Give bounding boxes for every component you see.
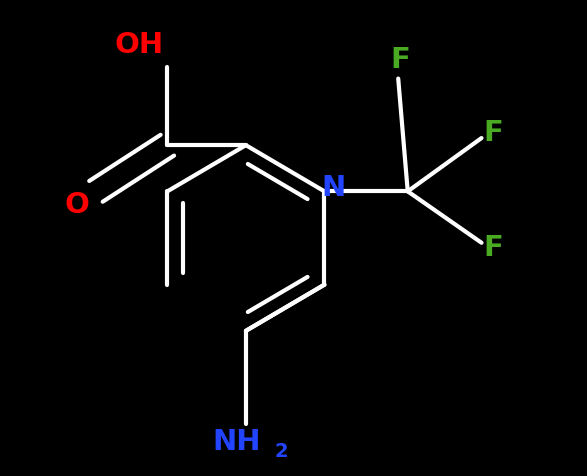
Text: N: N [321, 174, 345, 201]
Text: O: O [65, 191, 89, 218]
Text: OH: OH [114, 31, 163, 59]
Text: F: F [484, 119, 504, 147]
Text: 2: 2 [275, 442, 288, 461]
Text: F: F [484, 234, 504, 261]
Text: NH: NH [212, 428, 261, 456]
Text: F: F [391, 46, 410, 73]
